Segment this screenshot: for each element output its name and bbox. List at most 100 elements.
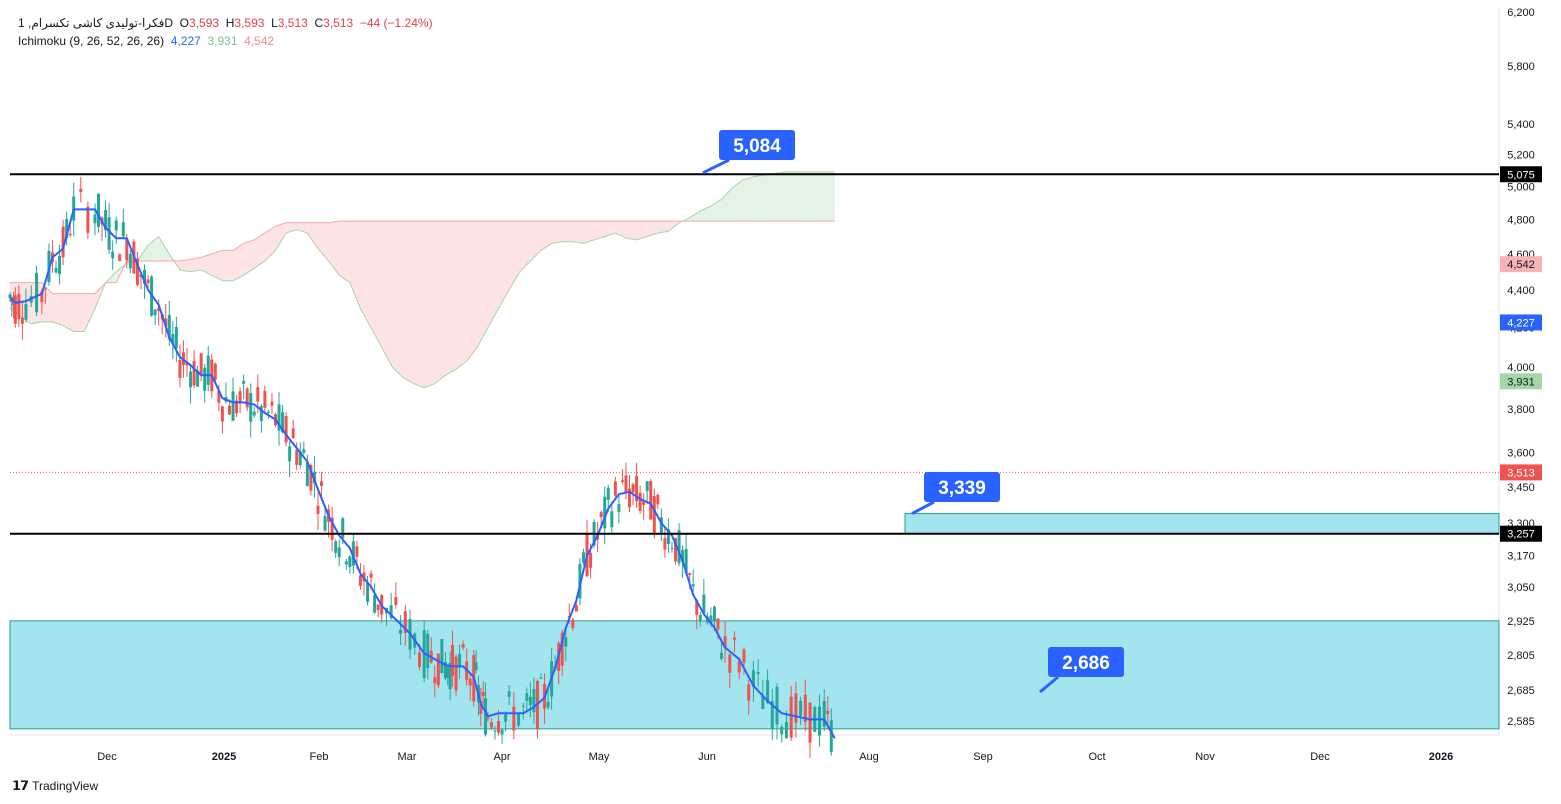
candle-body [355, 546, 359, 557]
ichimoku-cloud-segment [657, 221, 669, 234]
time-tick-label: May [589, 751, 610, 763]
ichimoku-cloud-segment [583, 221, 595, 244]
candle-body [323, 516, 327, 531]
candle-body [799, 700, 803, 716]
candle-body [716, 618, 720, 630]
candle-body [628, 488, 631, 508]
time-tick-label: Aug [859, 751, 879, 763]
price-tick-label: 2,805 [1507, 650, 1535, 662]
candle-body [256, 387, 260, 402]
symbol-name: فکرا-تولیدی کاشی تکسرام, 1D [18, 16, 173, 30]
plot-area [10, 8, 1499, 735]
price-tick-label: 5,200 [1507, 150, 1535, 162]
candle-body [135, 258, 139, 285]
candle-body [574, 605, 578, 612]
candle-body [751, 670, 755, 687]
ichimoku-cloud-segment [753, 175, 765, 222]
candle-body [217, 391, 221, 403]
price-tick-label: 3,600 [1507, 448, 1535, 460]
candle-body [203, 367, 207, 391]
candle-body [723, 636, 727, 649]
ohlc-close-label: C [314, 16, 324, 30]
candle-body [451, 644, 454, 677]
ichimoku-cloud-segment [541, 221, 552, 251]
ichimoku-span-b [10, 220, 835, 295]
candle-body [284, 416, 288, 443]
price-tick-label: 4,400 [1507, 285, 1535, 297]
candle-body [822, 701, 826, 727]
ichimoku-cloud-segment [52, 293, 64, 326]
candle-body [617, 504, 621, 512]
candle-body [564, 637, 568, 647]
ichimoku-cloud-segment [360, 221, 372, 328]
candle-body [220, 406, 224, 422]
candle-body [121, 222, 125, 237]
candle-body [111, 251, 115, 259]
callout-pointer [911, 500, 935, 515]
candle-body [118, 254, 122, 262]
price-tick-label: 5,000 [1507, 181, 1535, 193]
candle-body [474, 662, 478, 670]
ichimoku-cloud-segment [742, 176, 754, 222]
candle-body [712, 606, 716, 621]
ohlc-high-label: H [225, 16, 235, 30]
ichimoku-baseline [9, 208, 836, 739]
price-axis-label: 3,931 [1500, 373, 1542, 390]
callout-pointer [1039, 675, 1059, 694]
ichimoku-cloud-segment [148, 236, 159, 261]
time-tick-label: Mar [398, 751, 417, 763]
ichimoku-cloud-segment [328, 221, 340, 276]
callout-box [1048, 647, 1124, 677]
candle-body [691, 584, 695, 587]
candle-body [35, 272, 39, 313]
ichimoku-cloud-segment [806, 171, 818, 222]
ichimoku-cloud-segment [41, 282, 53, 322]
candle-body [728, 654, 732, 673]
candle-body [227, 405, 231, 415]
price-tick-label: 5,400 [1507, 119, 1535, 131]
ichimoku-cloud-segment [307, 222, 318, 249]
ichimoku-cloud-segment [73, 293, 85, 332]
price-axis-label-text: 4,542 [1507, 259, 1535, 271]
indicator-name: Ichimoku (9, 26, 52, 26, 26) [18, 34, 165, 48]
candle-body [656, 494, 660, 505]
candle-body [829, 720, 833, 753]
candle-body [153, 309, 157, 316]
price-tick-label: 2,925 [1507, 616, 1535, 628]
candle-body [635, 476, 639, 502]
candle-body [454, 656, 458, 691]
ichimoku-cloud-segment [158, 236, 170, 261]
candle-body [493, 730, 497, 732]
candle-body [171, 334, 175, 344]
candle-body [341, 518, 345, 539]
candle-body [399, 629, 403, 634]
candle-body [61, 226, 65, 258]
ichimoku-cloud-segment [371, 221, 382, 348]
ichimoku-cloud-segment [774, 171, 786, 222]
candle-body [681, 549, 685, 562]
chart-legend-indicator[interactable]: Ichimoku (9, 26, 52, 26, 26) 4,227 3,931… [18, 34, 274, 48]
candle-body [196, 370, 200, 387]
candle-body [366, 582, 370, 602]
candle-body [642, 501, 646, 505]
candle-body [351, 541, 355, 566]
time-tick-label: Feb [310, 751, 329, 763]
candle-body [436, 653, 440, 686]
price-tick-label: 5,800 [1507, 61, 1535, 73]
candle-body [309, 464, 313, 491]
candle-body [277, 404, 281, 431]
tradingview-logo-icon: 𝟭𝟳 [12, 778, 29, 793]
candle-body [373, 595, 377, 613]
candle-body [826, 710, 830, 715]
ichimoku-cloud-segment [562, 221, 573, 242]
tradingview-brand[interactable]: 𝟭𝟳 TradingView [12, 778, 98, 794]
candle-body [58, 255, 62, 274]
candle-body [794, 693, 798, 723]
candle-body [242, 380, 246, 384]
ichimoku-cloud-segment [572, 221, 584, 244]
price-axis-label-bg [1500, 256, 1542, 273]
candle-body [784, 722, 788, 739]
ichimoku-cloud-segment [84, 293, 95, 332]
candle-body [606, 487, 610, 500]
